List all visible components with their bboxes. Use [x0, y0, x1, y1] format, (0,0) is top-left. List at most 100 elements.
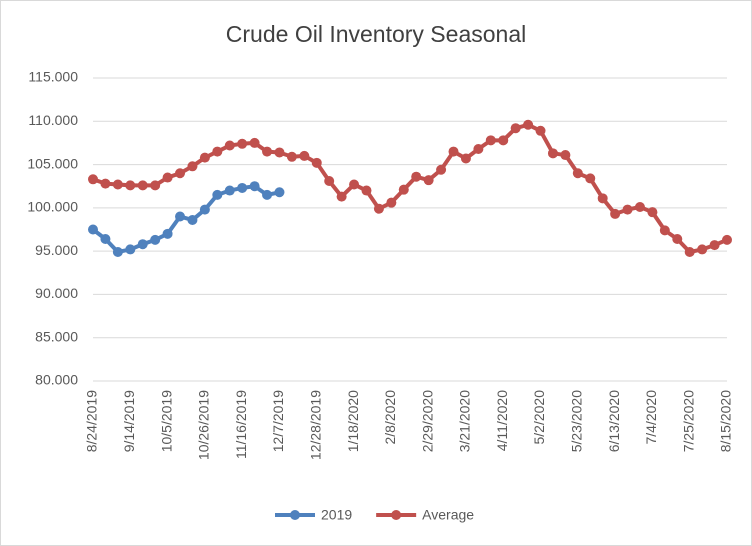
y-tick-label: 100.000: [27, 199, 78, 215]
data-point: [150, 234, 161, 245]
data-point: [460, 153, 471, 164]
y-tick-label: 110.000: [28, 112, 78, 128]
data-point: [199, 204, 210, 215]
data-point: [274, 187, 285, 198]
y-tick-label: 105.000: [27, 155, 78, 171]
data-point: [224, 140, 235, 151]
x-tick-label: 5/23/2020: [569, 390, 585, 452]
data-point: [175, 211, 186, 222]
data-point: [311, 157, 322, 168]
y-tick-label: 80.000: [35, 372, 78, 388]
data-point: [361, 185, 372, 196]
data-point: [212, 189, 223, 200]
series-line: [91, 184, 280, 255]
data-point: [299, 150, 310, 161]
legend-label: Average: [422, 507, 474, 523]
x-tick-label: 4/11/2020: [494, 390, 510, 451]
data-point: [722, 234, 732, 245]
chart-title: Crude Oil Inventory Seasonal: [226, 21, 526, 47]
data-point: [684, 247, 695, 258]
data-point: [262, 146, 273, 157]
x-tick-label: 10/5/2019: [158, 390, 174, 452]
x-tick-label: 10/26/2019: [196, 390, 212, 460]
data-point: [560, 150, 571, 161]
data-point: [112, 247, 123, 258]
data-point: [423, 175, 434, 186]
data-point: [547, 148, 558, 159]
data-point: [274, 147, 285, 158]
data-point: [448, 146, 459, 157]
data-point: [411, 171, 422, 182]
x-tick-label: 6/13/2020: [606, 390, 622, 452]
data-point: [398, 184, 409, 195]
data-point: [162, 228, 173, 239]
data-point: [249, 137, 260, 148]
data-point: [510, 123, 521, 134]
data-point: [125, 180, 136, 191]
data-point: [100, 178, 111, 189]
series-line: [92, 122, 728, 255]
data-point: [697, 244, 708, 255]
x-tick-label: 7/4/2020: [643, 390, 659, 445]
data-point: [262, 189, 273, 200]
x-tick-label: 12/7/2019: [270, 390, 286, 452]
data-point: [150, 180, 161, 191]
data-point: [386, 197, 397, 208]
x-tick-label: 8/24/2019: [84, 390, 100, 452]
data-point: [709, 240, 720, 251]
data-point: [622, 204, 633, 215]
data-point: [349, 179, 360, 190]
data-point: [100, 234, 111, 245]
x-tick-label: 1/18/2020: [345, 390, 361, 452]
legend-swatch-marker: [290, 510, 300, 520]
data-point: [112, 179, 123, 190]
data-point: [498, 135, 509, 146]
x-tick-label: 2/29/2020: [419, 390, 435, 452]
data-point: [523, 119, 534, 130]
y-tick-label: 95.000: [35, 242, 78, 258]
data-point: [324, 176, 335, 187]
data-point: [572, 168, 583, 179]
data-point: [88, 174, 98, 185]
data-point: [473, 143, 484, 154]
x-tick-label: 3/21/2020: [457, 390, 473, 452]
x-tick-label: 8/15/2020: [718, 390, 734, 452]
data-point: [199, 152, 210, 163]
data-point: [286, 151, 297, 162]
x-tick-label: 12/28/2019: [307, 390, 323, 460]
legend-label: 2019: [321, 507, 352, 523]
x-tick-label: 5/2/2020: [531, 390, 547, 445]
data-point: [125, 244, 136, 255]
data-point: [585, 173, 596, 184]
data-point: [647, 207, 658, 218]
data-point: [224, 185, 235, 196]
data-point: [88, 224, 98, 235]
data-point: [137, 180, 148, 191]
data-point: [237, 182, 248, 193]
data-point: [187, 214, 198, 225]
data-point: [137, 239, 148, 250]
data-point: [485, 135, 496, 146]
y-tick-label: 115.000: [28, 69, 78, 85]
x-tick-label: 9/14/2019: [121, 390, 137, 452]
legend-swatch-marker: [391, 510, 402, 520]
y-tick-label: 90.000: [35, 285, 78, 301]
data-point: [436, 164, 447, 175]
x-tick-label: 7/25/2020: [680, 390, 696, 452]
data-point: [659, 225, 670, 236]
data-point: [610, 208, 621, 219]
data-point: [597, 193, 608, 204]
y-tick-label: 85.000: [35, 328, 78, 344]
data-point: [249, 181, 260, 192]
data-point: [634, 201, 645, 212]
x-tick-label: 2/8/2020: [382, 390, 398, 445]
data-point: [162, 172, 173, 183]
data-point: [212, 146, 223, 157]
data-point: [373, 203, 384, 214]
data-point: [175, 168, 186, 179]
data-point: [535, 125, 546, 136]
data-point: [672, 234, 683, 245]
x-tick-label: 11/16/2019: [233, 390, 249, 459]
